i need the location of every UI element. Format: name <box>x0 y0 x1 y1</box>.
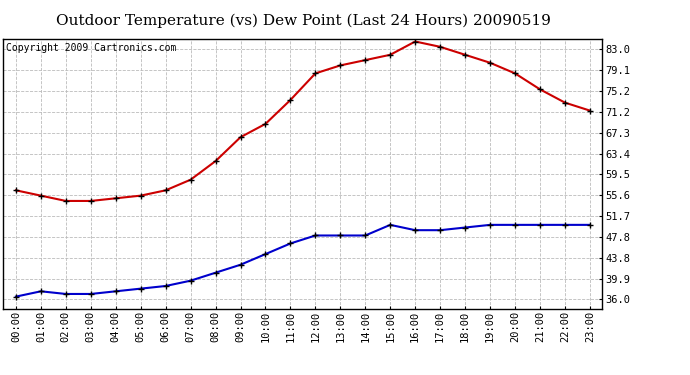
Text: Copyright 2009 Cartronics.com: Copyright 2009 Cartronics.com <box>6 44 177 53</box>
Text: Outdoor Temperature (vs) Dew Point (Last 24 Hours) 20090519: Outdoor Temperature (vs) Dew Point (Last… <box>56 13 551 27</box>
